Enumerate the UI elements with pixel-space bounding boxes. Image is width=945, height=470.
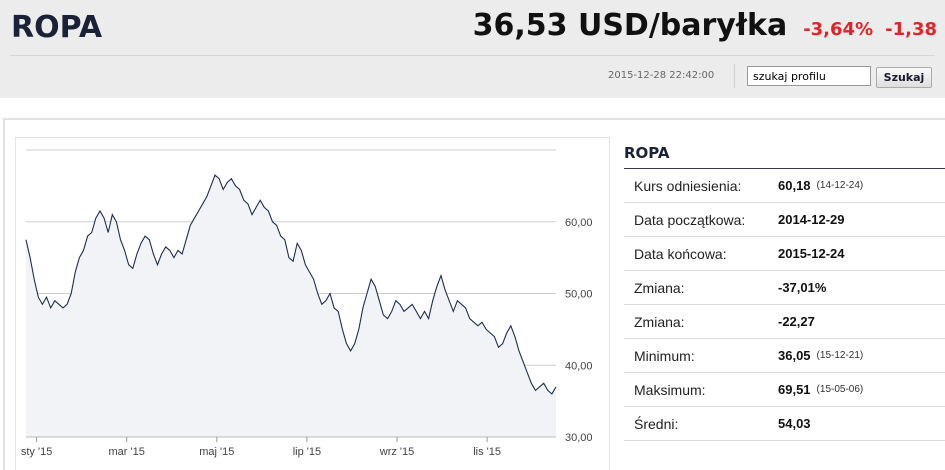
info-row-label: Średni: [634,415,679,432]
chart-svg: 60,00 50,00 40,00 30,00 sty '15 mar '15 maj '1… [21,149,593,458]
header-bar: ROPA 36,53 USD/baryłka -3,64% -1,38 2015… [0,0,945,98]
search-button[interactable]: Szukaj [876,67,932,88]
quote-summary: 36,53 USD/baryłka -3,64% -1,38 [473,8,937,43]
price-chart: 60,00 50,00 40,00 30,00 sty '15 mar '15 maj '1… [15,137,610,470]
search-input[interactable] [747,66,871,86]
info-row: Data końcowa: 2015-12-24 [624,237,945,271]
info-row-value: 54,03 [778,416,811,431]
info-row-date: (14-12-24) [816,180,864,191]
info-row: Data początkowa: 2014-12-29 [624,203,945,237]
info-row-date: (15-05-06) [816,384,864,395]
info-row-value: -22,27 [778,314,815,329]
toolbar-separator [734,64,735,88]
info-table: ROPA Kurs odniesienia: 60,18 (14-12-24) Dat… [624,138,945,441]
series-area [26,175,556,437]
info-row-label: Zmiana: [634,313,685,330]
info-row: Minimum: 36,05 (15-12-21) [624,339,945,373]
price-value: 36,53 USD/baryłka [472,8,788,43]
content-panel [3,118,945,470]
info-row-label: Zmiana: [634,279,685,296]
info-row-value: 69,51 [778,382,811,397]
info-row: Zmiana: -22,27 [624,305,945,339]
page-title: ROPA [11,10,103,45]
x-tick-label: lis '15 [473,446,501,458]
y-tick-label: 40,00 [565,360,593,372]
info-row: Maksimum: 69,51 (15-05-06) [624,373,945,407]
change-percent: -3,64% [803,19,874,40]
info-row-value: 60,18 [778,178,811,193]
info-row-value: -37,01% [778,280,827,295]
info-title: ROPA [624,138,945,169]
x-tick-label: lip '15 [293,446,321,458]
info-rows: Kurs odniesienia: 60,18 (14-12-24) Data poc… [624,169,945,441]
x-tick-label: mar '15 [109,446,145,458]
info-row-value: 2015-12-24 [778,246,845,261]
info-row: Kurs odniesienia: 60,18 (14-12-24) [624,169,945,203]
info-row-label: Maksimum: [634,381,706,398]
info-row-label: Data końcowa: [634,245,727,262]
x-tick-label: sty '15 [21,446,52,458]
info-row-value: 36,05 [778,348,811,363]
info-row: Średni: 54,03 [624,407,945,441]
info-row-date: (15-12-21) [816,350,864,361]
quote-timestamp: 2015-12-28 22:42:00 [608,70,715,81]
info-row: Zmiana: -37,01% [624,271,945,305]
info-row-label: Kurs odniesienia: [634,177,742,194]
y-tick-label: 30,00 [565,432,593,444]
info-row-value: 2014-12-29 [778,212,845,227]
header-divider [10,55,935,56]
x-tick-label: wrz '15 [379,446,415,458]
info-row-label: Data początkowa: [634,211,746,228]
y-tick-label: 60,00 [565,217,593,229]
change-absolute: -1,38 [885,19,937,40]
y-tick-label: 50,00 [565,289,593,301]
x-tick-label: maj '15 [199,446,234,458]
info-row-label: Minimum: [634,347,695,364]
series-line [25,174,557,395]
